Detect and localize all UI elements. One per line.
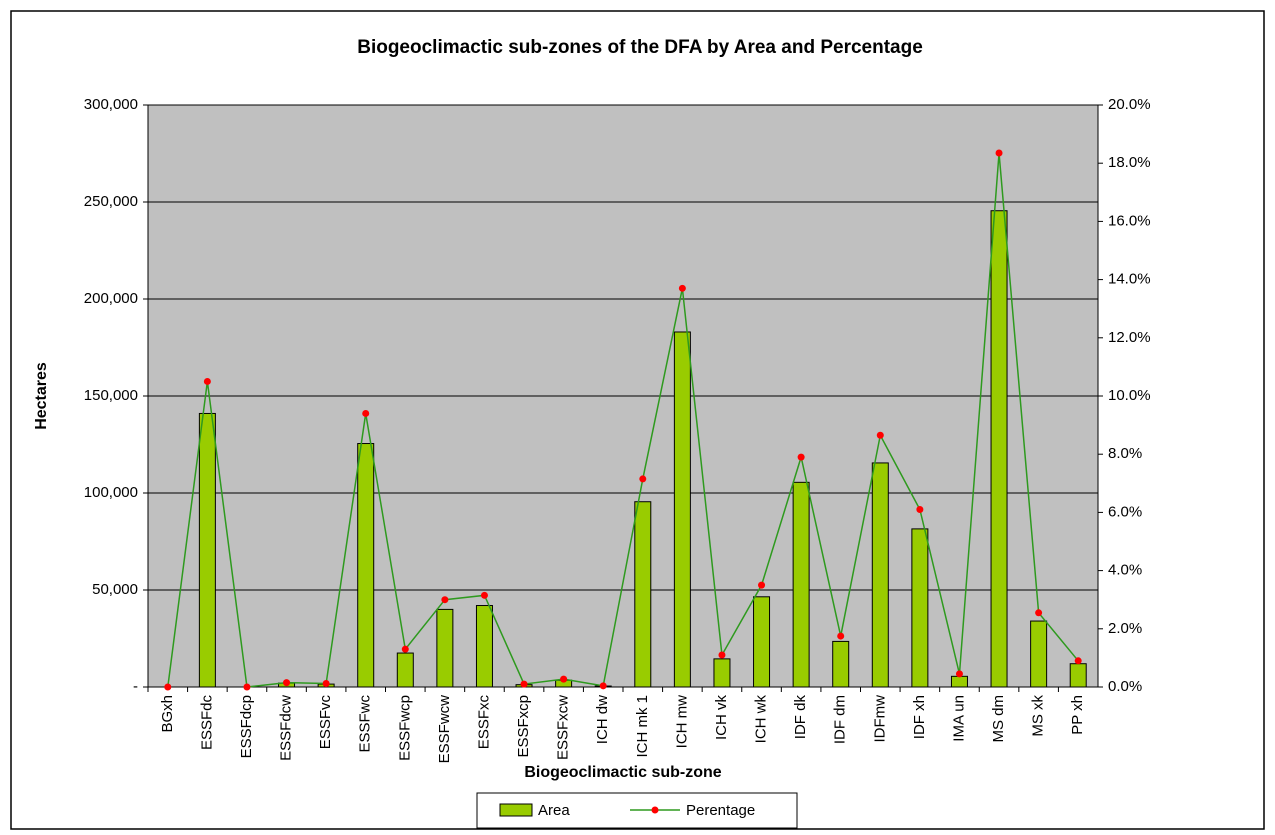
x-tick-label: ICH vk bbox=[713, 695, 730, 741]
y-tick-label: - bbox=[133, 678, 138, 695]
x-tick-label: ESSFdc bbox=[198, 695, 215, 751]
x-axis-title: Biogeoclimactic sub-zone bbox=[524, 764, 721, 781]
bar bbox=[911, 528, 929, 688]
line-marker bbox=[283, 679, 291, 687]
bar bbox=[792, 481, 810, 688]
bar bbox=[634, 501, 652, 688]
line-marker bbox=[1035, 609, 1043, 617]
line-marker bbox=[560, 675, 568, 683]
line-marker bbox=[520, 680, 528, 688]
legend-swatch bbox=[651, 806, 659, 814]
x-tick-label: ICH mk 1 bbox=[634, 695, 651, 758]
x-tick-label: ESSFwcw bbox=[436, 695, 453, 764]
legend-label: Perentage bbox=[686, 802, 755, 819]
x-tick-label: IDF dm bbox=[832, 695, 849, 744]
x-tick-label: BGxh bbox=[159, 695, 176, 733]
bar bbox=[832, 640, 850, 688]
x-tick-label: IDF xh bbox=[911, 695, 928, 739]
line-marker bbox=[797, 453, 805, 461]
line-marker bbox=[480, 591, 488, 599]
line-marker bbox=[362, 409, 370, 417]
line-marker bbox=[955, 670, 963, 678]
bar bbox=[436, 608, 454, 688]
line-marker bbox=[678, 284, 686, 292]
bar bbox=[950, 675, 968, 688]
line-marker bbox=[401, 645, 409, 653]
x-tick-label: ESSFvc bbox=[317, 695, 334, 750]
y2-tick-label: 0.0% bbox=[1108, 678, 1142, 695]
x-tick-label: ESSFxc bbox=[475, 695, 492, 750]
y2-tick-label: 20.0% bbox=[1108, 96, 1151, 113]
x-tick-label: ESSFwcp bbox=[396, 695, 413, 761]
line-marker bbox=[164, 683, 172, 691]
y2-tick-label: 18.0% bbox=[1108, 154, 1151, 171]
y2-tick-label: 12.0% bbox=[1108, 329, 1151, 346]
line-marker bbox=[322, 680, 330, 688]
bar bbox=[357, 443, 375, 688]
y-tick-label: 200,000 bbox=[84, 290, 138, 307]
line-marker bbox=[995, 149, 1003, 157]
x-tick-label: MS dm bbox=[990, 695, 1007, 743]
line-marker bbox=[837, 632, 845, 640]
line-marker bbox=[441, 596, 449, 604]
bar bbox=[713, 658, 731, 688]
line bbox=[167, 152, 1079, 688]
y2-tick-label: 16.0% bbox=[1108, 212, 1151, 229]
bar bbox=[673, 331, 691, 688]
y2-tick-label: 4.0% bbox=[1108, 562, 1142, 579]
x-tick-label: MS xk bbox=[1030, 695, 1047, 737]
y-tick-label: 250,000 bbox=[84, 193, 138, 210]
line-marker bbox=[916, 505, 924, 513]
bar bbox=[990, 210, 1008, 688]
x-tick-label: ICH wk bbox=[753, 695, 770, 744]
x-tick-label: ICH dw bbox=[594, 695, 611, 744]
bar bbox=[1030, 620, 1048, 688]
x-tick-label: ESSFdcw bbox=[278, 695, 295, 761]
y-axis-title: Hectares bbox=[33, 362, 50, 430]
x-tick-label: ESSFdcp bbox=[238, 695, 255, 758]
bar bbox=[396, 652, 414, 688]
line-marker bbox=[876, 431, 884, 439]
y-tick-label: 150,000 bbox=[84, 387, 138, 404]
y-tick-label: 100,000 bbox=[84, 484, 138, 501]
x-tick-label: IDF dk bbox=[792, 695, 809, 740]
line-marker bbox=[758, 581, 766, 589]
bar bbox=[198, 412, 216, 688]
legend-label: Area bbox=[538, 802, 570, 819]
y2-tick-label: 14.0% bbox=[1108, 271, 1151, 288]
y2-tick-label: 2.0% bbox=[1108, 620, 1142, 637]
bar bbox=[871, 462, 889, 688]
chart-title: Biogeoclimactic sub-zones of the DFA by … bbox=[357, 37, 923, 58]
legend-swatch bbox=[499, 803, 533, 817]
x-tick-label: PP xh bbox=[1069, 695, 1086, 735]
line-marker bbox=[203, 377, 211, 385]
x-tick-label: ESSFwc bbox=[357, 695, 374, 753]
x-tick-label: ICH mw bbox=[673, 695, 690, 748]
x-tick-label: IDFmw bbox=[871, 695, 888, 743]
bar bbox=[475, 605, 493, 688]
x-tick-label: ESSFxcp bbox=[515, 695, 532, 758]
line-marker bbox=[718, 651, 726, 659]
x-tick-label: ESSFxcw bbox=[555, 695, 572, 760]
y2-tick-label: 6.0% bbox=[1108, 503, 1142, 520]
line-marker bbox=[1074, 657, 1082, 665]
y-tick-label: 50,000 bbox=[92, 581, 138, 598]
line-marker bbox=[243, 683, 251, 691]
y-tick-label: 300,000 bbox=[84, 96, 138, 113]
line-marker bbox=[599, 682, 607, 690]
y2-tick-label: 10.0% bbox=[1108, 387, 1151, 404]
x-tick-label: IMA un bbox=[950, 695, 967, 742]
y2-tick-label: 8.0% bbox=[1108, 445, 1142, 462]
bar bbox=[1069, 663, 1087, 688]
line-marker bbox=[639, 475, 647, 483]
bar bbox=[753, 596, 771, 688]
